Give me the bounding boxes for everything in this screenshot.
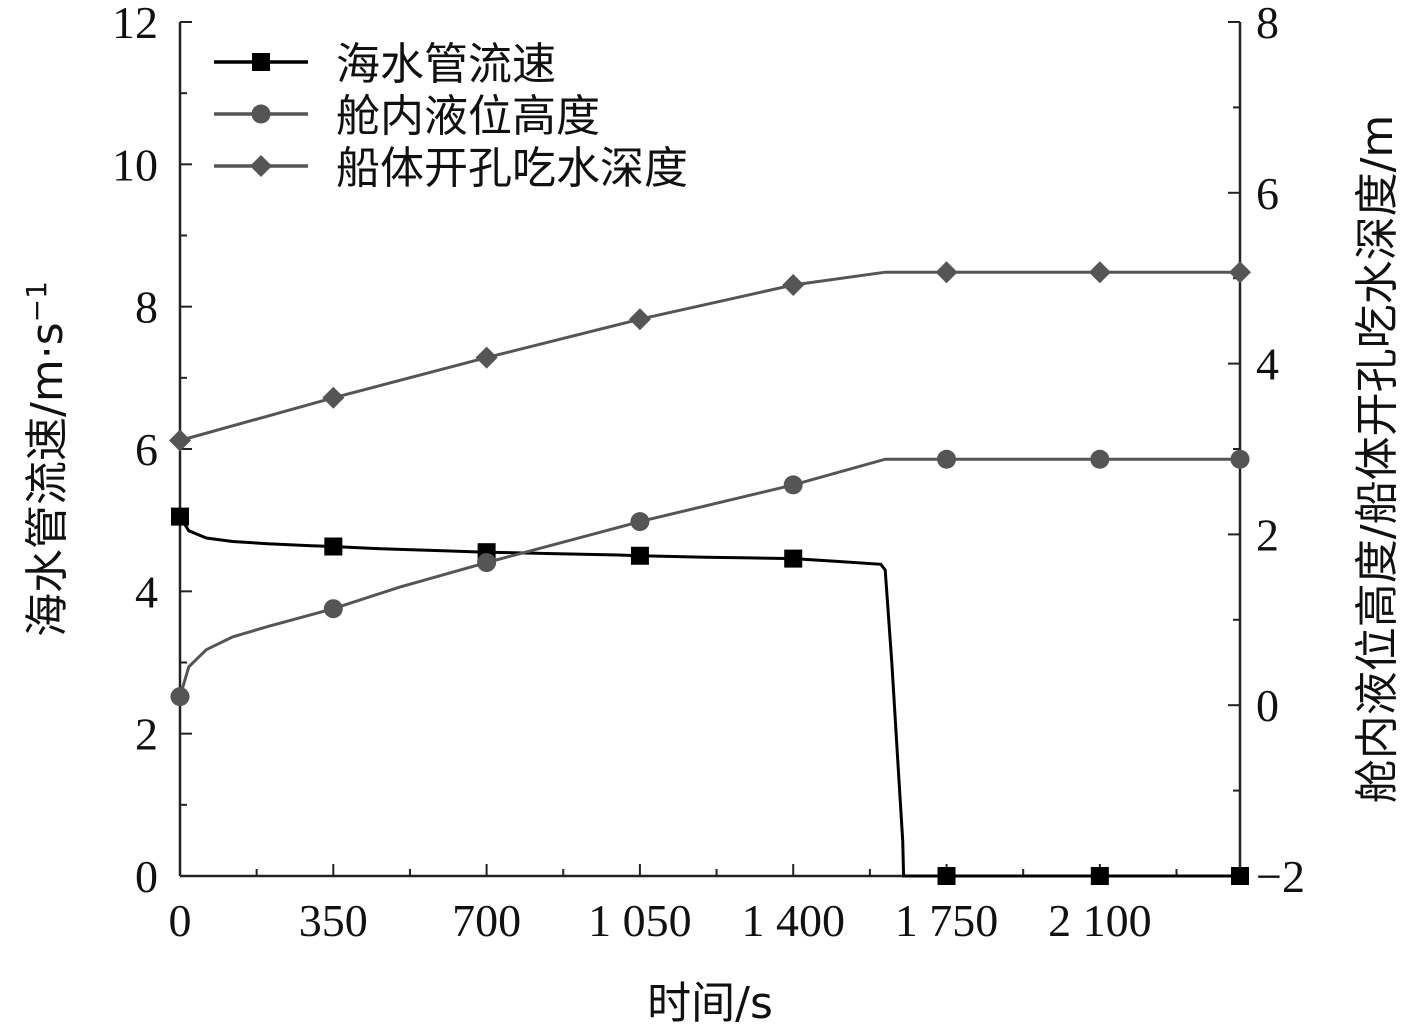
y-right-tick-label: 0 — [1256, 680, 1279, 731]
y-left-tick-label: 8 — [135, 282, 158, 333]
y-left-axis-title-superscript: −1 — [20, 281, 53, 322]
series-2-point — [1090, 449, 1110, 469]
series-3-point — [322, 386, 345, 409]
legend-entry-3: 船体开孔吃水深度 — [214, 143, 688, 194]
y-right-tick-label: 6 — [1256, 168, 1279, 219]
y-left-tick-label: 6 — [135, 424, 158, 475]
x-axis-title: 时间/s — [647, 978, 773, 1028]
legend-marker — [252, 53, 270, 71]
series-2-point — [783, 475, 803, 495]
series-2-point — [937, 449, 957, 469]
y-right-tick-label: 8 — [1256, 0, 1279, 48]
series-2-point — [630, 512, 650, 532]
series-3-point — [628, 308, 651, 331]
series-3-point — [1088, 261, 1111, 284]
series-1-point — [1231, 867, 1249, 885]
series-2-point — [477, 553, 497, 573]
y-left-tick-label: 2 — [135, 709, 158, 760]
series-3-point — [782, 274, 805, 297]
series-1-line — [178, 515, 1240, 878]
series-1-point — [937, 867, 956, 885]
legend-label: 船体开孔吃水深度 — [336, 143, 688, 194]
x-tick-label: 2 100 — [1048, 895, 1152, 946]
x-tick-label: 700 — [452, 895, 521, 946]
x-tick-label: 1 400 — [741, 895, 845, 946]
series-1-point — [171, 507, 189, 526]
series-3 — [169, 261, 1251, 452]
series-2-point — [170, 687, 190, 707]
series-1-point — [324, 537, 343, 556]
legend-marker — [250, 155, 272, 177]
x-tick-label: 0 — [169, 895, 192, 946]
y-left-tick-label: 10 — [112, 139, 158, 190]
y-left-axis-title: 海水管流速/m·s−1 — [20, 281, 73, 637]
x-tick-label: 350 — [299, 895, 368, 946]
series-2-line — [178, 457, 1240, 698]
series-2-point — [1230, 449, 1250, 469]
series-3-point — [1229, 261, 1251, 284]
y-right-axis-title: 舱内液位高度/船体开孔吃水深度/m — [1352, 115, 1403, 804]
y-right-tick-label: 2 — [1256, 509, 1279, 560]
y-left-tick-label: 0 — [135, 851, 158, 902]
series-2-point — [323, 599, 343, 619]
legend-entry-1: 海水管流速 — [214, 39, 556, 90]
series-1-point — [1090, 867, 1109, 885]
series-1 — [171, 507, 1249, 885]
y-left-tick-label: 4 — [135, 566, 158, 617]
x-tick-label: 1 050 — [588, 895, 692, 946]
legend-entry-2: 舱内液位高度 — [214, 91, 600, 142]
y-right-tick-label: −2 — [1256, 851, 1305, 902]
series-3-point — [475, 346, 498, 369]
y-left-tick-label: 12 — [112, 0, 158, 48]
series-3-line — [179, 270, 1240, 442]
series-1-point — [630, 546, 649, 565]
legend-label: 舱内液位高度 — [336, 91, 600, 142]
x-tick-label: 1 750 — [895, 895, 999, 946]
series-3-point — [935, 261, 958, 284]
legend-label: 海水管流速 — [336, 39, 556, 90]
series-3-point — [169, 429, 191, 452]
y-right-tick-label: 4 — [1256, 339, 1279, 390]
legend-marker — [251, 104, 271, 124]
series-2 — [170, 449, 1250, 707]
series-1-point — [784, 549, 803, 568]
